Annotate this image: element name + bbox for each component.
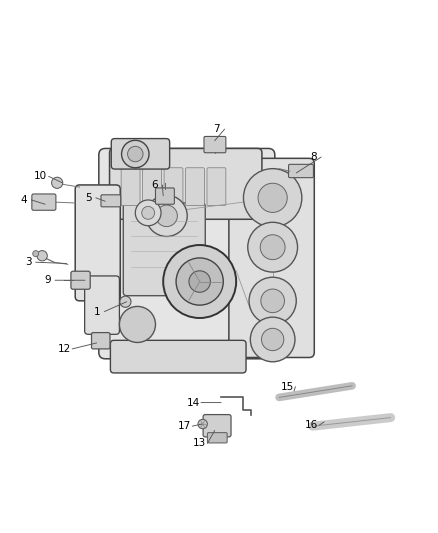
Circle shape xyxy=(261,328,284,351)
Circle shape xyxy=(120,296,131,308)
FancyBboxPatch shape xyxy=(155,188,174,204)
FancyBboxPatch shape xyxy=(85,276,120,334)
FancyBboxPatch shape xyxy=(111,139,170,169)
FancyBboxPatch shape xyxy=(101,195,121,207)
FancyBboxPatch shape xyxy=(204,136,226,153)
FancyBboxPatch shape xyxy=(164,168,183,206)
Text: 12: 12 xyxy=(58,344,71,354)
FancyBboxPatch shape xyxy=(92,333,110,349)
Text: 3: 3 xyxy=(25,257,31,267)
FancyBboxPatch shape xyxy=(121,168,140,206)
Text: 1: 1 xyxy=(93,306,100,317)
FancyBboxPatch shape xyxy=(289,164,314,177)
Circle shape xyxy=(261,289,284,313)
Circle shape xyxy=(135,200,161,225)
FancyBboxPatch shape xyxy=(229,158,314,358)
Text: 7: 7 xyxy=(214,124,220,134)
FancyBboxPatch shape xyxy=(143,168,162,206)
FancyBboxPatch shape xyxy=(32,194,56,211)
FancyBboxPatch shape xyxy=(99,149,275,359)
Circle shape xyxy=(127,147,143,161)
Circle shape xyxy=(52,177,63,188)
Circle shape xyxy=(198,419,208,429)
Circle shape xyxy=(258,183,287,213)
FancyBboxPatch shape xyxy=(71,271,90,289)
Circle shape xyxy=(37,251,47,261)
Text: 15: 15 xyxy=(281,382,294,392)
Circle shape xyxy=(251,317,295,362)
Circle shape xyxy=(249,277,296,325)
Circle shape xyxy=(122,140,149,168)
FancyBboxPatch shape xyxy=(207,168,226,206)
Text: 5: 5 xyxy=(85,193,92,203)
Text: 13: 13 xyxy=(193,438,206,448)
Circle shape xyxy=(142,206,155,219)
Circle shape xyxy=(244,168,302,227)
Circle shape xyxy=(248,222,297,272)
Circle shape xyxy=(189,271,210,292)
FancyBboxPatch shape xyxy=(208,433,227,443)
Text: 8: 8 xyxy=(310,152,317,162)
Circle shape xyxy=(120,306,155,343)
FancyBboxPatch shape xyxy=(110,149,262,219)
Circle shape xyxy=(33,251,39,256)
Circle shape xyxy=(260,235,285,260)
Circle shape xyxy=(156,205,177,227)
Text: 17: 17 xyxy=(178,421,191,431)
Text: 10: 10 xyxy=(34,172,47,181)
Text: 4: 4 xyxy=(21,195,27,205)
FancyBboxPatch shape xyxy=(75,185,120,301)
Text: 9: 9 xyxy=(44,275,51,285)
Text: 14: 14 xyxy=(187,398,200,408)
FancyBboxPatch shape xyxy=(203,415,231,437)
FancyBboxPatch shape xyxy=(186,168,205,206)
Circle shape xyxy=(176,258,223,305)
FancyBboxPatch shape xyxy=(110,341,246,373)
Circle shape xyxy=(163,245,236,318)
Text: 16: 16 xyxy=(305,421,318,430)
FancyBboxPatch shape xyxy=(123,203,205,296)
Text: 6: 6 xyxy=(151,180,158,190)
Circle shape xyxy=(146,195,187,237)
